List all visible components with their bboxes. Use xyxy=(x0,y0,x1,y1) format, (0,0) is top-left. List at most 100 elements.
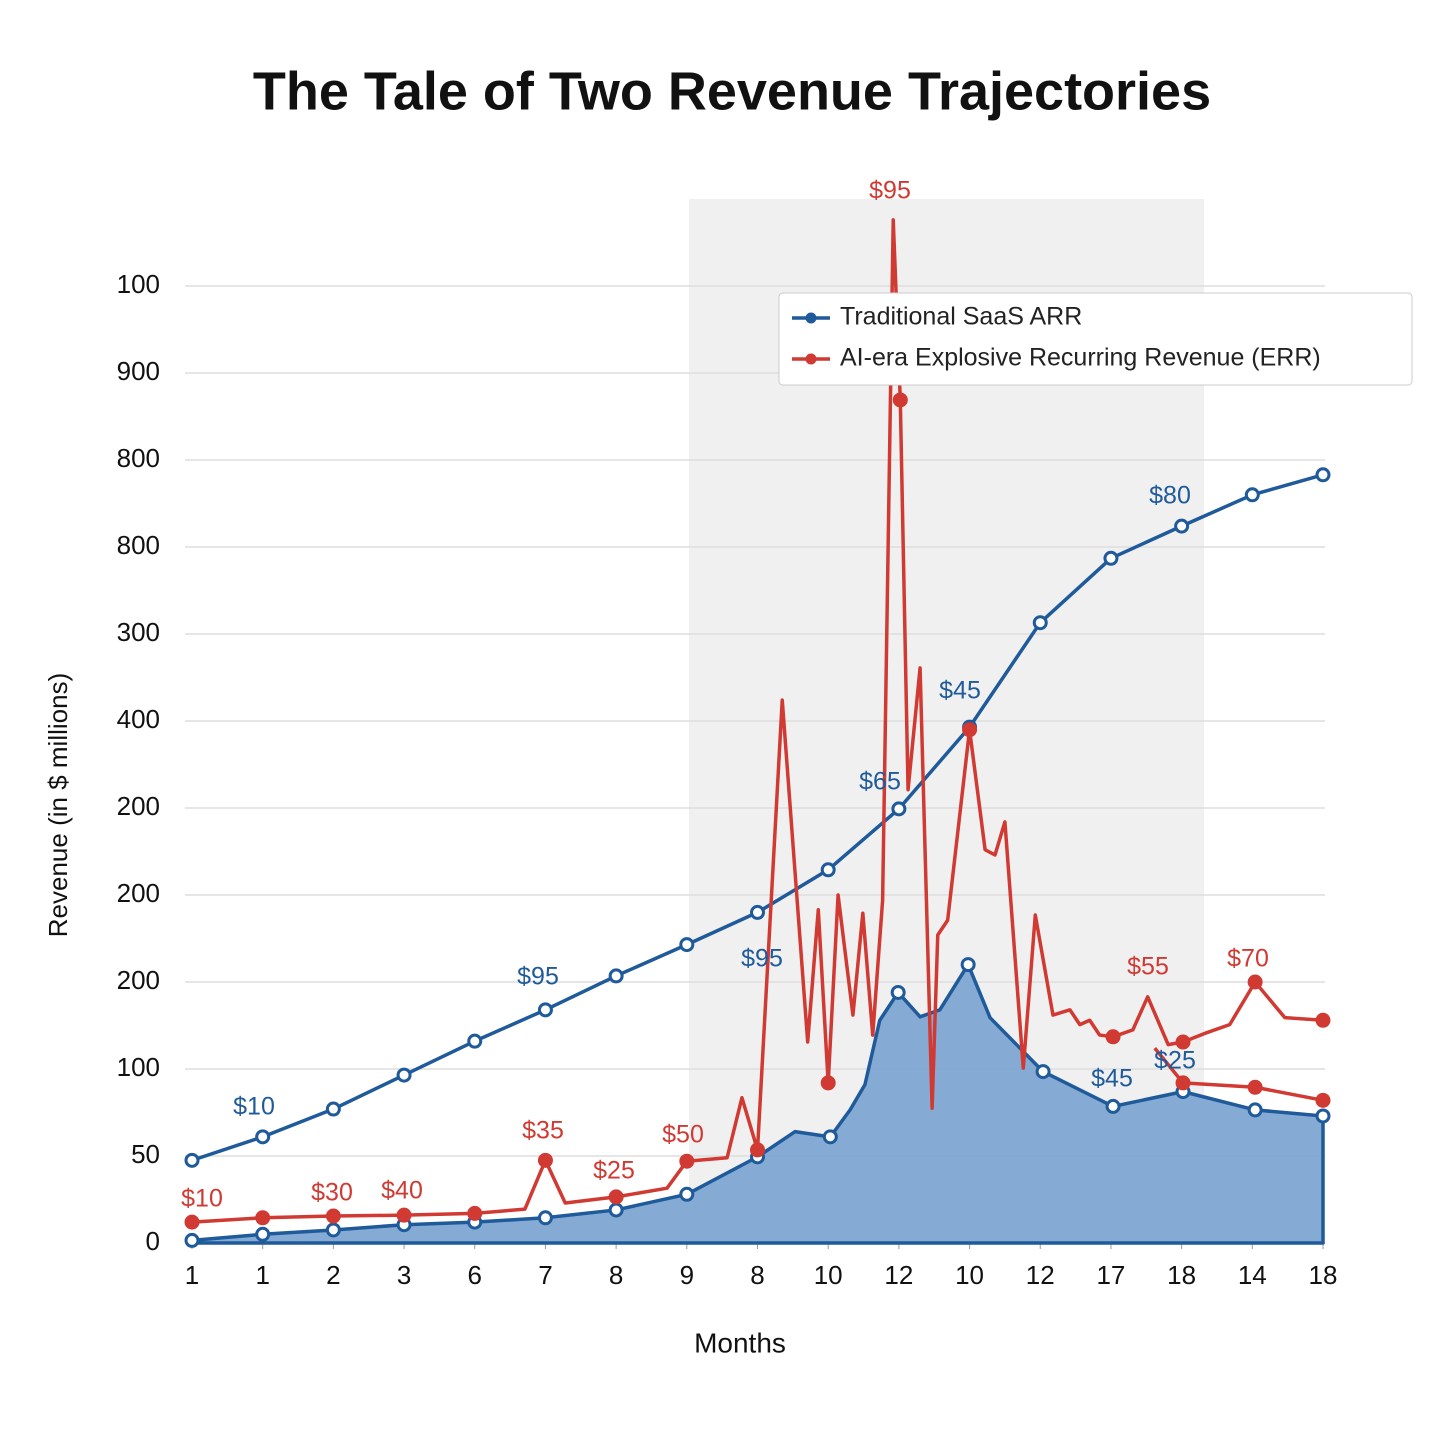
y-tick-label: 0 xyxy=(146,1226,160,1256)
y-tick-label: 300 xyxy=(117,617,160,647)
point xyxy=(1032,615,1048,631)
line xyxy=(1153,1047,1324,1103)
annotation: $40 xyxy=(381,1177,423,1205)
point xyxy=(537,1210,553,1226)
point xyxy=(891,801,907,817)
annotation: $70 xyxy=(1227,945,1269,973)
annotation: $25 xyxy=(593,1157,635,1185)
point xyxy=(1105,1029,1121,1045)
line xyxy=(191,218,1324,1224)
x-tick-label: 8 xyxy=(750,1260,764,1290)
y-tick-label: 200 xyxy=(117,965,160,995)
point xyxy=(679,1153,695,1169)
x-tick-label: 7 xyxy=(538,1260,552,1290)
x-tick-label: 6 xyxy=(468,1260,482,1290)
point xyxy=(255,1226,271,1242)
plot: $95 $45 $80 $65 $95 $95 $10 $55 $70 $45 $25 $35 $50 $… xyxy=(181,177,1331,1248)
point xyxy=(255,1129,271,1145)
annotation: $35 xyxy=(522,1117,564,1145)
annotation: $30 xyxy=(311,1179,353,1207)
point xyxy=(820,862,836,878)
point xyxy=(608,1202,624,1218)
annotation: $50 xyxy=(662,1121,704,1149)
legend: Traditional SaaS ARR AI-era Explosive Rec… xyxy=(778,292,1413,386)
point xyxy=(396,1207,412,1223)
y-tick-label: 50 xyxy=(131,1139,160,1169)
annotation: $95 xyxy=(517,963,559,991)
point xyxy=(890,984,906,1000)
x-axis-label: Months xyxy=(694,1327,786,1358)
x-tick-label: 12 xyxy=(884,1260,913,1290)
x-tick-label: 1 xyxy=(185,1260,199,1290)
y-tick-label: 400 xyxy=(117,704,160,734)
point xyxy=(184,1152,200,1168)
point xyxy=(537,1152,553,1168)
point xyxy=(962,722,978,738)
point xyxy=(1103,550,1119,566)
x-tick-label: 14 xyxy=(1238,1260,1267,1290)
point xyxy=(325,1101,341,1117)
x-tick-label: 12 xyxy=(1026,1260,1055,1290)
point xyxy=(1315,1012,1331,1028)
point xyxy=(184,1214,200,1230)
annotation: $45 xyxy=(1091,1065,1133,1093)
annotation: $55 xyxy=(1127,953,1169,981)
annotation: $95 xyxy=(869,177,911,205)
point xyxy=(820,1075,836,1091)
x-tick-label: 1 xyxy=(255,1260,269,1290)
point xyxy=(822,1129,838,1145)
point xyxy=(1174,518,1190,534)
legend-marker xyxy=(805,353,817,365)
x-tick-label: 10 xyxy=(955,1260,984,1290)
annotation: $65 xyxy=(859,768,901,796)
point xyxy=(608,1189,624,1205)
point xyxy=(1105,1098,1121,1114)
x-tick-label: 10 xyxy=(814,1260,843,1290)
legend-label: AI-era Explosive Recurring Revenue (ERR) xyxy=(840,344,1321,372)
annotation: $45 xyxy=(939,677,981,705)
point xyxy=(1315,1108,1331,1124)
y-tick-label: 800 xyxy=(117,530,160,560)
point xyxy=(608,968,624,984)
x-tick-label: 3 xyxy=(397,1260,411,1290)
point xyxy=(325,1222,341,1238)
point xyxy=(750,904,765,920)
point xyxy=(750,1142,765,1158)
point xyxy=(892,392,908,408)
point xyxy=(396,1067,412,1083)
x-tick-label: 18 xyxy=(1309,1260,1338,1290)
legend-label: Traditional SaaS ARR xyxy=(840,303,1082,331)
point xyxy=(1247,974,1263,990)
point xyxy=(467,1205,483,1221)
point xyxy=(467,1033,483,1049)
point xyxy=(184,1232,200,1248)
point xyxy=(1175,1075,1191,1091)
y-tick-label: 900 xyxy=(117,356,160,386)
legend-box xyxy=(778,292,1413,386)
point xyxy=(1244,487,1260,503)
point xyxy=(1175,1034,1191,1050)
legend-marker xyxy=(805,312,817,324)
point xyxy=(679,937,695,953)
x-tick-label: 8 xyxy=(609,1260,623,1290)
point xyxy=(1247,1102,1263,1118)
annotation: $10 xyxy=(233,1093,275,1121)
y-tick-label: 200 xyxy=(117,878,160,908)
point xyxy=(1035,1064,1051,1080)
y-tick-label: 800 xyxy=(117,443,160,473)
chart-title: The Tale of Two Revenue Trajectories xyxy=(253,61,1211,121)
grid: 0 50 100 200 200 200 400 300 800 800 900 100 1 1 2 3 6 7 8… xyxy=(117,269,1338,1290)
y-axis-label: Revenue (in $ millions) xyxy=(43,673,73,937)
point xyxy=(1315,1092,1331,1108)
y-tick-label: 200 xyxy=(117,791,160,821)
point xyxy=(679,1186,695,1202)
point xyxy=(960,957,976,973)
annotation: $95 xyxy=(741,945,783,973)
x-tick-label: 17 xyxy=(1096,1260,1125,1290)
y-tick-label: 100 xyxy=(117,269,160,299)
area xyxy=(190,962,1325,1245)
y-tick-label: 100 xyxy=(117,1052,160,1082)
annotation: $25 xyxy=(1154,1047,1196,1075)
x-tick-label: 18 xyxy=(1167,1260,1196,1290)
